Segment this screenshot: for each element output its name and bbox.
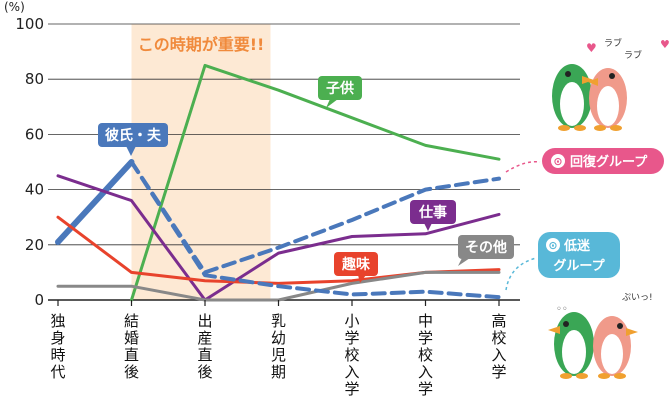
y-tick-label: 60 [25, 125, 44, 143]
y-unit-label: (%) [4, 0, 25, 14]
y-tick-label: 80 [25, 70, 44, 88]
callout-recovery: ⊙ 回復グループ [505, 148, 664, 174]
svg-text:♥: ♥ [660, 38, 670, 51]
svg-text:ラブ: ラブ [604, 37, 622, 49]
y-tick-label: 40 [25, 181, 44, 199]
x-tick-label: 小学校入学 [344, 312, 359, 398]
svg-text:仕事: 仕事 [418, 204, 447, 221]
label-child: 子供 [318, 76, 362, 108]
svg-text:ぷいっ!: ぷいっ! [622, 292, 653, 303]
svg-text:彼氏・夫: 彼氏・夫 [105, 127, 162, 144]
x-tick-label: 結婚直後 [124, 312, 139, 381]
series-line-3 [56, 174, 501, 302]
series-line-0 [55, 159, 135, 245]
x-tick-label: 高校入学 [491, 312, 506, 381]
y-axis-ticks: 100 80 60 40 20 0 [15, 15, 44, 309]
svg-text:その他: その他 [465, 239, 507, 256]
series-line-2 [130, 63, 501, 302]
series-line-6 [129, 160, 501, 275]
label-work: 仕事 [410, 200, 456, 231]
svg-text:低迷: 低迷 [563, 238, 591, 254]
y-tick-label: 0 [34, 291, 44, 309]
y-tick-label: 100 [15, 15, 44, 33]
couple-illustration-sulking: ◦◦ ぷいっ! [548, 292, 653, 379]
svg-text:♥: ♥ [586, 41, 597, 55]
svg-text:ラブ: ラブ [624, 49, 642, 61]
svg-text:回復グループ: 回復グループ [570, 154, 648, 170]
gridlines [48, 23, 520, 301]
highlight-band [131, 24, 271, 300]
series-line-7 [129, 160, 501, 300]
couple-illustration-happy: ♥ ♥ ラブ ラブ [552, 37, 670, 131]
x-axis-ticks: 独身時代 結婚直後 出産直後 乳幼児期 小学校入学 中学校入学 高校入学 [50, 300, 507, 398]
series-layer [55, 63, 501, 302]
x-tick-label: 独身時代 [50, 312, 65, 381]
svg-text:趣味: 趣味 [341, 256, 370, 273]
svg-text:◦◦: ◦◦ [556, 304, 568, 315]
svg-text:グループ: グループ [553, 258, 605, 274]
svg-text:子供: 子供 [326, 80, 354, 97]
x-tick-label: 中学校入学 [418, 312, 433, 398]
label-husband: 彼氏・夫 [98, 123, 168, 156]
callout-decline: ⊙ 低迷 グループ [505, 232, 620, 291]
highlight-label: この時期が重要!! [138, 35, 265, 54]
svg-text:⊙: ⊙ [553, 155, 562, 168]
svg-text:⊙: ⊙ [548, 239, 557, 252]
x-tick-label: 乳幼児期 [271, 312, 286, 381]
label-hobby: 趣味 [334, 252, 378, 283]
x-tick-label: 出産直後 [197, 312, 212, 381]
y-tick-label: 20 [25, 236, 44, 254]
label-other: その他 [458, 235, 514, 266]
